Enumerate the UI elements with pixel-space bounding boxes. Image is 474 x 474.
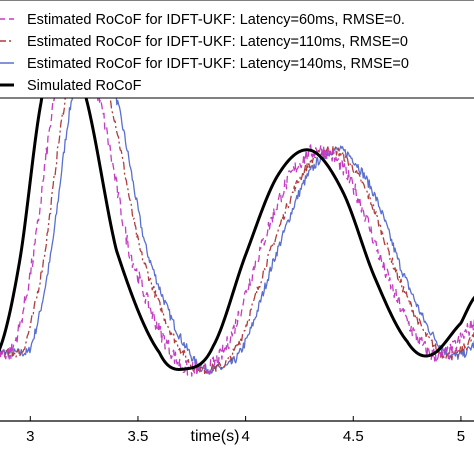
x-tick-label: 5: [457, 428, 465, 445]
x-tick-label: 3: [26, 428, 34, 445]
legend-entry-2: Estimated RoCoF for IDFT-UKF: Latency=11…: [27, 34, 408, 50]
x-tick-label: 3.5: [128, 428, 149, 445]
legend-entry-3: Estimated RoCoF for IDFT-UKF: Latency=14…: [27, 56, 409, 72]
series-line-1: [0, 27, 474, 377]
legend-box: [0, 0, 474, 99]
legend: Estimated RoCoF for IDFT-UKF: Latency=60…: [0, 0, 474, 99]
legend-entry-1: Estimated RoCoF for IDFT-UKF: Latency=60…: [27, 12, 405, 28]
x-tick-label: 4: [241, 428, 249, 445]
x-tick-label: 4.5: [343, 428, 364, 445]
axes-layer: 3 3.5 4 4.5 5 time(s): [0, 416, 474, 445]
series-line-2: [0, 28, 474, 375]
x-axis-label: time(s): [191, 428, 240, 445]
legend-entry-4: Simulated RoCoF: [27, 78, 142, 94]
